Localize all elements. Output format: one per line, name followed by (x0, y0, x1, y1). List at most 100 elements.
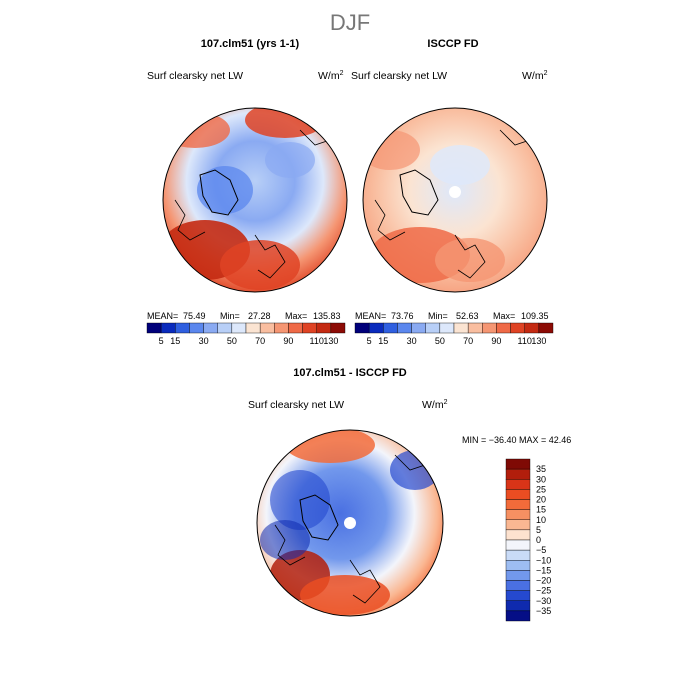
colorbar-diff-tick-label: −10 (536, 555, 551, 565)
colorbar-obs-swatch (453, 322, 469, 334)
colorbar-diff-tick-label: 10 (536, 515, 546, 525)
panel-diff-minmax: MIN = −36.40 MAX = 42.46 (462, 435, 571, 445)
panel-model-stats: MEAN= 75.49 Min= 27.28 Max= 135.83 (147, 311, 341, 321)
colorbar-model-tick-label: 5 (159, 336, 164, 346)
colorbar-diff-tick-label: 25 (536, 484, 546, 494)
colorbar-model-swatch (245, 322, 261, 334)
svg-text:MEAN=: MEAN= (355, 311, 386, 321)
panel-diff: 107.clm51 - ISCCP FD Surf clearsky net L… (248, 367, 571, 622)
colorbar-model-tick-label: 90 (283, 336, 293, 346)
colorbar-diff-tick-label: −35 (536, 606, 551, 616)
colorbar-diff-swatch (505, 489, 531, 500)
panel-obs-units: W/m2 (522, 70, 548, 82)
colorbar-diff-swatch (505, 539, 531, 551)
colorbar-diff-swatch (505, 529, 531, 541)
colorbar-obs-swatch (383, 322, 398, 334)
panel-obs-title: ISCCP FD (427, 38, 478, 50)
colorbar-model-swatch (259, 322, 275, 334)
colorbar-obs-swatch (496, 322, 511, 334)
colorbar-obs-swatch (425, 322, 441, 334)
colorbar-diff-swatch (505, 458, 531, 470)
colorbar-diff-tick-label: −25 (536, 586, 551, 596)
colorbar-model-swatch (203, 322, 218, 334)
panel-obs-variable: Surf clearsky net LW (351, 70, 447, 82)
colorbar-obs-tick-label: 90 (491, 336, 501, 346)
svg-text:135.83: 135.83 (313, 311, 341, 321)
colorbar-diff-swatch (505, 479, 531, 490)
colorbar-model-swatch (288, 322, 303, 334)
colorbar-diff-swatch (505, 509, 531, 520)
panel-diff-units: W/m2 (422, 399, 448, 411)
colorbar-diff-tick-label: 0 (536, 535, 541, 545)
colorbar-model-swatch (274, 322, 289, 334)
panel-model-title: 107.clm51 (yrs 1-1) (201, 38, 300, 50)
colorbar-diff-swatch (505, 600, 531, 612)
panel-obs-stats: MEAN= 73.76 Min= 52.63 Max= 109.35 (355, 311, 549, 321)
svg-text:75.49: 75.49 (183, 311, 206, 321)
colorbar-model-tick-label: 130 (323, 336, 338, 346)
season-title: DJF (330, 10, 370, 35)
panel-diff-variable: Surf clearsky net LW (248, 399, 344, 411)
colorbar-diff-tick-label: 5 (536, 525, 541, 535)
panel-model-units: W/m2 (318, 70, 344, 82)
map-diff-boundary (256, 429, 444, 617)
colorbar-diff-swatch (505, 580, 531, 591)
svg-text:73.76: 73.76 (391, 311, 414, 321)
panel-model: 107.clm51 (yrs 1-1) Surf clearsky net LW… (146, 38, 348, 346)
colorbar-obs-swatch (397, 322, 412, 334)
colorbar-diff-swatch (505, 570, 531, 581)
colorbar-diff-swatch (505, 560, 531, 571)
svg-text:Min=: Min= (220, 311, 240, 321)
colorbar-model-tick-label: 70 (255, 336, 265, 346)
svg-text:52.63: 52.63 (456, 311, 479, 321)
panel-model-variable: Surf clearsky net LW (147, 70, 243, 82)
svg-text:Max=: Max= (493, 311, 515, 321)
colorbar-obs: 5 15 30 50 70 90 110 130 (354, 322, 554, 346)
map-obs-field (363, 108, 547, 292)
svg-text:27.28: 27.28 (248, 311, 271, 321)
panel-obs: ISCCP FD Surf clearsky net LW W/m2 MEAN=… (351, 38, 554, 346)
colorbar-diff-swatch (505, 468, 531, 480)
colorbar-obs-tick-label: 110 (518, 336, 532, 346)
colorbar-diff-tick-label: 15 (536, 505, 546, 515)
colorbar-obs-swatch (439, 322, 455, 334)
colorbar-model-swatch (146, 322, 162, 334)
colorbar-model-swatch (330, 322, 346, 334)
svg-text:Max=: Max= (285, 311, 307, 321)
colorbar-model-tick-label: 30 (199, 336, 209, 346)
colorbar-diff-tick-label: 30 (536, 474, 546, 484)
colorbar-model-swatch (231, 322, 247, 334)
map-obs-boundary (362, 107, 548, 293)
colorbar-obs-tick-label: 70 (463, 336, 473, 346)
colorbar-obs-swatch (538, 322, 554, 334)
svg-text:MEAN=: MEAN= (147, 311, 178, 321)
map-model-field (163, 108, 347, 292)
map-diff-field (257, 430, 443, 616)
colorbar-model-swatch (217, 322, 233, 334)
colorbar-obs-swatch (524, 322, 540, 334)
colorbar-diff-tick-label: 35 (536, 464, 546, 474)
colorbar-model-tick-label: 50 (227, 336, 237, 346)
colorbar-obs-swatch (354, 322, 370, 334)
colorbar-model-swatch (189, 322, 204, 334)
colorbar-diff-swatch (505, 499, 531, 510)
colorbar-diff-swatch (505, 590, 531, 601)
colorbar-diff-tick-label: 20 (536, 495, 546, 505)
colorbar-diff-tick-label: −20 (536, 576, 551, 586)
colorbar-model-tick-label: 15 (170, 336, 180, 346)
colorbar-model-swatch (316, 322, 332, 334)
colorbar-model: 5 15 30 50 70 90 110 130 (146, 322, 346, 346)
colorbar-diff-tick-label: −30 (536, 596, 551, 606)
colorbar-model-swatch (175, 322, 190, 334)
colorbar-obs-tick-label: 15 (378, 336, 388, 346)
colorbar-model-tick-label: 110 (310, 336, 324, 346)
colorbar-obs-swatch (510, 322, 525, 334)
colorbar-obs-swatch (482, 322, 497, 334)
colorbar-diff-tick-label: −15 (536, 565, 551, 575)
colorbar-obs-tick-label: 5 (367, 336, 372, 346)
colorbar-model-swatch (302, 322, 317, 334)
colorbar-model-swatch (160, 322, 176, 334)
colorbar-obs-tick-label: 30 (407, 336, 417, 346)
